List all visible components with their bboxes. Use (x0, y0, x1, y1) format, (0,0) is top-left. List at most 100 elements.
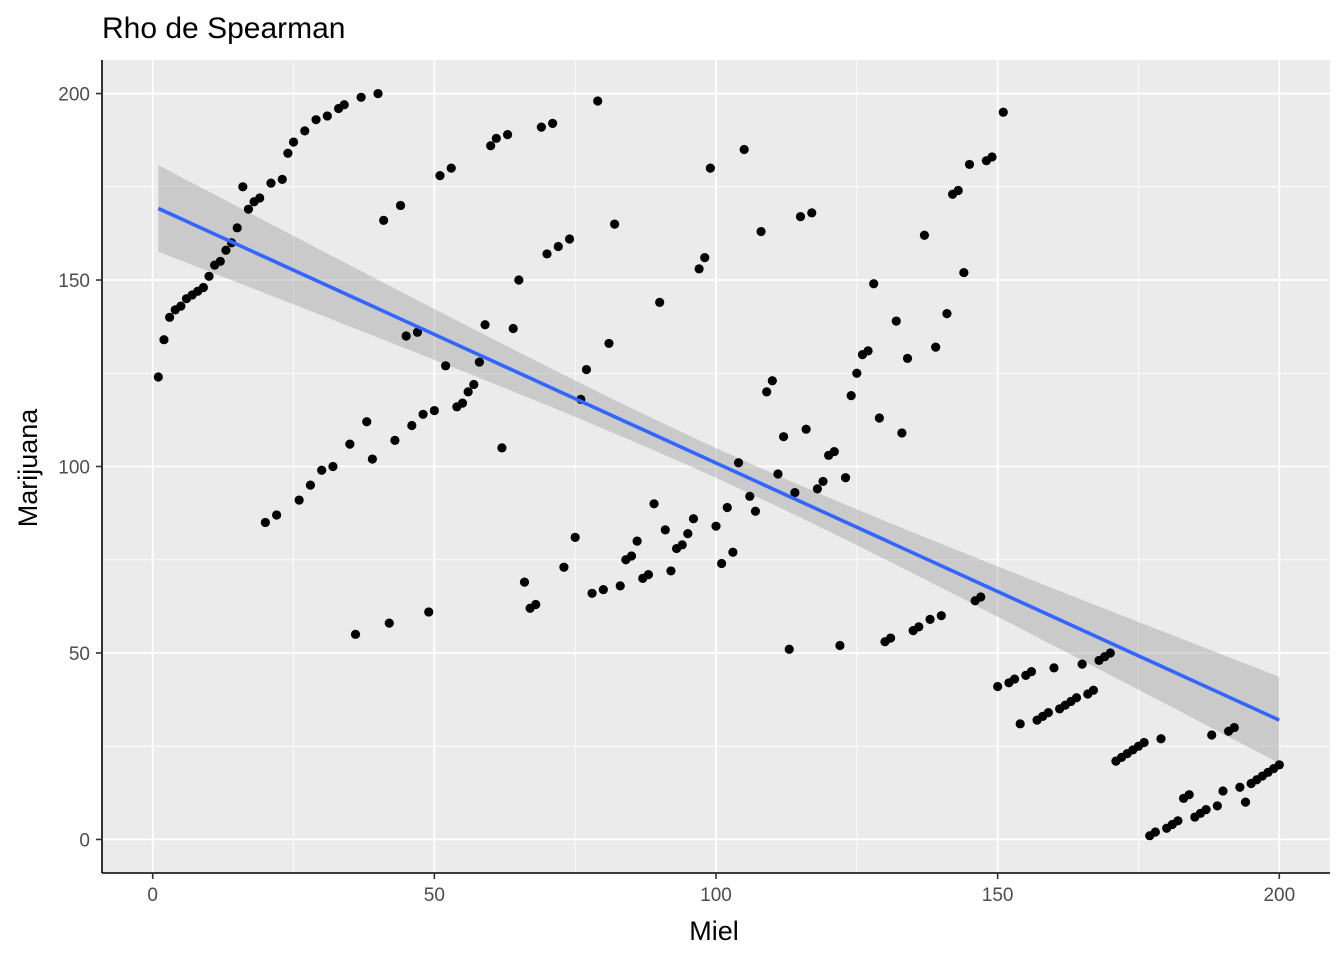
data-point (502, 129, 513, 140)
data-point (570, 532, 580, 542)
data-point (897, 428, 907, 438)
data-point (1173, 816, 1183, 826)
data-point (694, 264, 704, 274)
data-point (779, 432, 789, 442)
data-point (829, 446, 839, 457)
data-point (469, 379, 479, 390)
data-point (339, 100, 349, 110)
data-point (1235, 782, 1245, 792)
data-point (643, 570, 654, 580)
data-point (407, 420, 417, 431)
data-point (243, 204, 254, 214)
data-point (260, 517, 270, 528)
data-point (1015, 719, 1025, 729)
data-point (942, 309, 952, 319)
data-point (936, 611, 946, 621)
data-point (373, 88, 383, 99)
data-point (598, 584, 608, 595)
data-point (1156, 734, 1166, 744)
data-point (700, 253, 710, 263)
data-point (1150, 827, 1160, 837)
data-point (863, 346, 873, 356)
data-point (553, 241, 563, 252)
data-point (272, 510, 282, 520)
data-point (266, 178, 276, 188)
data-point (395, 200, 406, 211)
data-point (1218, 786, 1228, 796)
data-point (739, 144, 749, 155)
data-point (795, 212, 806, 222)
data-point (1043, 708, 1053, 718)
data-point (1229, 722, 1239, 733)
data-point (987, 152, 997, 162)
data-point (1139, 737, 1149, 748)
data-point (401, 331, 411, 341)
data-point (367, 454, 377, 464)
data-point (1240, 797, 1251, 807)
data-point (328, 461, 338, 472)
data-point (300, 126, 310, 136)
y-tick-label: 200 (58, 85, 90, 106)
data-point (959, 267, 969, 278)
data-point (919, 230, 930, 240)
data-point (356, 92, 366, 102)
data-point (480, 320, 490, 330)
data-point (232, 223, 242, 233)
y-tick-label: 50 (69, 644, 90, 665)
data-point (1274, 760, 1284, 770)
data-point (1088, 685, 1099, 695)
data-point (784, 644, 794, 654)
data-point (767, 376, 777, 386)
data-point (317, 465, 327, 475)
y-tick-label: 150 (58, 271, 90, 292)
data-point (807, 208, 817, 218)
data-point (812, 484, 822, 494)
data-point (914, 622, 924, 632)
data-point (531, 599, 541, 610)
data-point (491, 133, 501, 143)
data-point (1071, 693, 1082, 703)
data-point (238, 182, 248, 192)
data-point (542, 249, 552, 259)
data-point (852, 368, 862, 378)
data-point (750, 506, 761, 516)
data-point (176, 301, 186, 311)
data-point (198, 282, 208, 293)
data-point (745, 491, 755, 501)
data-point (964, 159, 975, 170)
data-point (733, 458, 744, 468)
data-point (593, 96, 603, 106)
data-point (441, 361, 451, 371)
data-point (660, 525, 670, 535)
data-point (294, 495, 304, 505)
data-point (255, 193, 265, 203)
x-axis-title: Miel (689, 916, 739, 946)
data-point (840, 473, 851, 483)
data-point (773, 469, 783, 479)
data-point (1201, 805, 1211, 815)
data-point (869, 279, 879, 289)
data-point (486, 141, 496, 151)
data-point (564, 234, 575, 244)
data-point (418, 409, 428, 419)
data-point (801, 424, 811, 434)
chart-title: Rho de Spearman (102, 12, 346, 45)
x-tick-label: 100 (700, 885, 732, 906)
data-point (548, 118, 558, 128)
data-point (311, 115, 321, 125)
data-point (153, 372, 163, 382)
data-point (221, 245, 231, 255)
data-point (350, 629, 361, 639)
data-point (998, 107, 1008, 117)
data-point (288, 137, 299, 147)
data-point (345, 439, 355, 449)
data-points (153, 88, 1284, 841)
data-point (1212, 801, 1222, 811)
data-point (283, 148, 293, 158)
data-point (457, 398, 468, 408)
data-point (604, 338, 614, 349)
data-point (1077, 659, 1087, 669)
data-point (626, 551, 637, 561)
data-point (1207, 730, 1217, 740)
